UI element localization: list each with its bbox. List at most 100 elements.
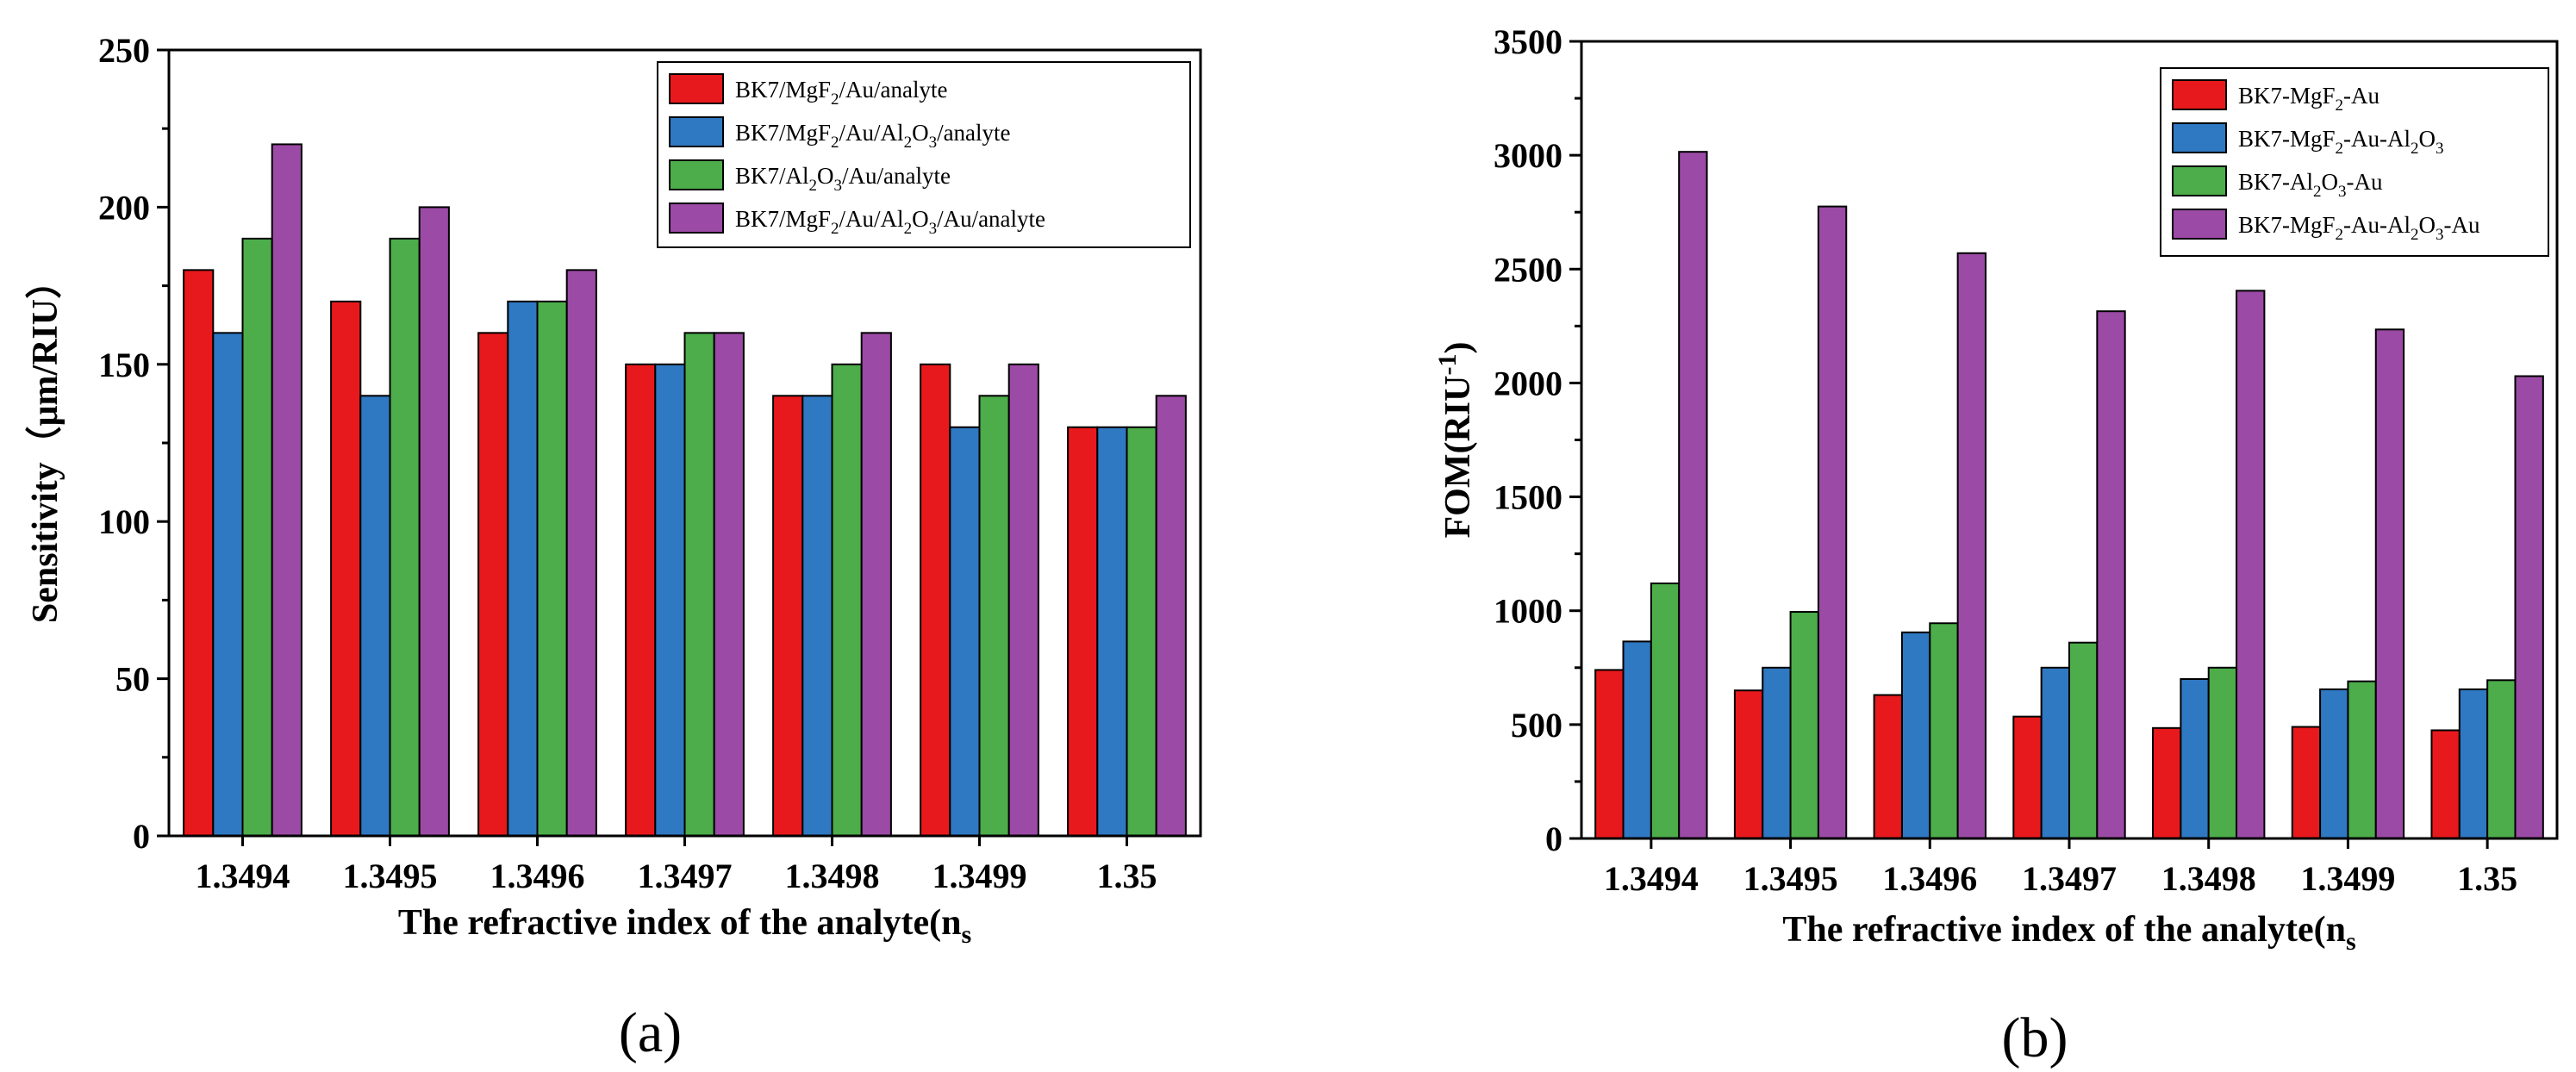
- y-tick-label: 3500: [1494, 22, 1562, 61]
- bar-BK7-Al2O3-Au-1.3496: [1929, 622, 1959, 839]
- legend-label-subscript: 2: [2336, 140, 2344, 158]
- legend-label-text: O: [817, 163, 834, 189]
- legend-swatch: [2172, 79, 2227, 110]
- legend-label-subscript: 2: [2411, 226, 2419, 244]
- bar-BK7-MgF2-Au-Al2O3-1.3498: [2180, 678, 2210, 839]
- y-tick-label: 1000: [1494, 592, 1562, 631]
- bar-BK7/MgF2/Au/Al2O3/analyte-1.3495: [359, 395, 391, 837]
- legend-swatch: [2172, 209, 2227, 240]
- legend-label: BK7-MgF2-Au: [2238, 83, 2380, 115]
- legend-label: BK7/MgF2/Au/Al2O3/analyte: [735, 120, 1011, 152]
- x-tick-label: 1.3497: [2022, 859, 2117, 898]
- y-axis-label-end: ): [1438, 342, 1478, 354]
- legend-label-subscript: 2: [904, 220, 913, 238]
- legend-swatch: [669, 159, 724, 190]
- bar-BK7/MgF2/Au/Al2O3/analyte-1.3496: [507, 300, 539, 837]
- y-axis-label-text: Sensitivity（μm/RIU）: [25, 263, 65, 623]
- legend-swatch: [2172, 122, 2227, 153]
- x-axis-label: The refractive index of the analyte(ns: [398, 903, 971, 949]
- legend-label: BK7/MgF2/Au/analyte: [735, 77, 948, 109]
- bar-BK7-MgF2-Au-1.3499: [2291, 726, 2322, 839]
- bar-BK7-MgF2-Au-Al2O3-Au-1.3498: [2236, 290, 2266, 839]
- x-tick-label: 1.3496: [1882, 859, 1977, 898]
- legend-label-text: O: [912, 206, 929, 232]
- legend-label-subscript: 3: [2436, 140, 2444, 158]
- legend-label-text: O: [2419, 212, 2436, 238]
- legend-label-text: -Au-Al: [2343, 126, 2411, 152]
- bar-BK7/MgF2/Au/analyte-1.3494: [183, 269, 215, 837]
- legend: BK7-MgF2-AuBK7-MgF2-Au-Al2O3BK7-Al2O3-Au…: [2160, 67, 2549, 257]
- y-tick-label: 150: [98, 346, 150, 384]
- y-tick-label: 200: [98, 188, 150, 227]
- legend-label-subscript: 2: [2336, 97, 2344, 115]
- x-tick-label: 1.3495: [343, 857, 438, 895]
- legend-label-text: BK7/MgF: [735, 120, 831, 146]
- x-axis-label: The refractive index of the analyte(ns: [1782, 910, 2355, 956]
- legend-label-subscript: 2: [2411, 140, 2419, 158]
- legend-label-subscript: 3: [2436, 226, 2444, 244]
- legend-label-text: -Au-Al: [2343, 212, 2411, 238]
- legend-swatch: [669, 73, 724, 104]
- legend-label-subscript: 3: [929, 134, 938, 152]
- chart-panel-b: 0 500 1000 1500 2000 2500 3000 3500 1.3494 1.3495…: [1433, 22, 2559, 1069]
- x-tick-label: 1.35: [1097, 857, 1157, 895]
- bar-BK7-MgF2-Au-1.3495: [1733, 689, 1764, 840]
- x-tick-label: 1.3499: [2300, 859, 2395, 898]
- legend-label-text: O: [2419, 126, 2436, 152]
- legend-label-subscript: 3: [929, 220, 938, 238]
- bar-BK7-MgF2-Au-Al2O3-1.3495: [1762, 666, 1792, 839]
- bar-BK7/Al2O3/Au/analyte-1.3494: [241, 237, 273, 837]
- x-axis-label-subscript: s: [2346, 927, 2356, 956]
- y-axis-label-text: FOM(RIU: [1438, 376, 1478, 539]
- y-tick-label: 0: [1545, 820, 1562, 858]
- x-tick-label: 1.3494: [1604, 859, 1699, 898]
- legend-label-text: /Au/analyte: [839, 77, 948, 103]
- bar-BK7/MgF2/Au/Al2O3/analyte-1.3497: [654, 363, 686, 837]
- legend-label-subscript: 2: [904, 134, 913, 152]
- y-tick-label: 1500: [1494, 478, 1562, 517]
- y-tick-label: 100: [98, 502, 150, 541]
- bar-BK7/Al2O3/Au/analyte-1.35: [1126, 426, 1157, 837]
- legend-label-text: -Au: [2347, 169, 2383, 195]
- bar-BK7-MgF2-Au-Al2O3-1.35: [2458, 688, 2489, 840]
- bar-BK7/MgF2/Au/Al2O3/analyte-1.3494: [212, 332, 244, 837]
- legend-label-text: /Au/analyte: [842, 163, 951, 189]
- legend-label-text: /Au/Al: [839, 120, 904, 146]
- legend-swatch: [669, 203, 724, 234]
- legend-label-subscript: 2: [2336, 226, 2344, 244]
- y-tick-label: 50: [115, 660, 150, 699]
- bar-BK7/MgF2/Au/Al2O3/Au/analyte-1.3495: [418, 206, 450, 837]
- bar-BK7-MgF2-Au-1.3497: [2012, 715, 2043, 839]
- x-tick-label: 1.3495: [1743, 859, 1838, 898]
- legend-label-text: BK7/MgF: [735, 77, 831, 103]
- bar-BK7/MgF2/Au/Al2O3/Au/analyte-1.35: [1155, 395, 1187, 837]
- bar-BK7/Al2O3/Au/analyte-1.3496: [536, 300, 568, 837]
- bar-BK7/MgF2/Au/analyte-1.35: [1067, 426, 1099, 837]
- x-tick-label: 1.3497: [638, 857, 733, 895]
- x-tick-label: 1.3498: [785, 857, 880, 895]
- legend-swatch: [2172, 165, 2227, 196]
- bar-BK7/Al2O3/Au/analyte-1.3498: [831, 363, 863, 837]
- legend-label-text: BK7-MgF: [2238, 126, 2336, 152]
- y-axis-label-superscript: -1: [1433, 354, 1462, 376]
- bar-BK7-MgF2-Au-Al2O3-Au-1.3495: [1817, 205, 1848, 840]
- bar-BK7-MgF2-Au-1.35: [2430, 729, 2461, 840]
- bar-BK7/MgF2/Au/Al2O3/Au/analyte-1.3499: [1007, 363, 1039, 837]
- legend-label-subscript: 2: [2313, 183, 2322, 201]
- bar-BK7-Al2O3-Au-1.3497: [2068, 641, 2099, 840]
- bar-BK7/MgF2/Au/Al2O3/Au/analyte-1.3494: [271, 143, 303, 837]
- legend-label-subscript: 3: [834, 177, 843, 195]
- legend-label-text: /analyte: [937, 120, 1010, 146]
- legend-label-text: -Au: [2343, 83, 2380, 109]
- bar-BK7/MgF2/Au/Al2O3/analyte-1.3498: [801, 395, 833, 837]
- bar-BK7-MgF2-Au-Al2O3-Au-1.3497: [2096, 310, 2126, 839]
- legend-label: BK7-Al2O3-Au: [2238, 169, 2383, 201]
- legend-label: BK7-MgF2-Au-Al2O3-Au: [2238, 212, 2480, 244]
- bar-BK7-MgF2-Au-Al2O3-1.3494: [1622, 640, 1652, 840]
- legend-label-text: BK7-MgF: [2238, 212, 2336, 238]
- bar-BK7-MgF2-Au-Al2O3-1.3499: [2319, 688, 2349, 840]
- bar-BK7-MgF2-Au-1.3496: [1873, 694, 1903, 839]
- legend-swatch: [669, 116, 724, 147]
- legend-label-text: BK7/MgF: [735, 206, 831, 232]
- legend-box: [657, 61, 1191, 248]
